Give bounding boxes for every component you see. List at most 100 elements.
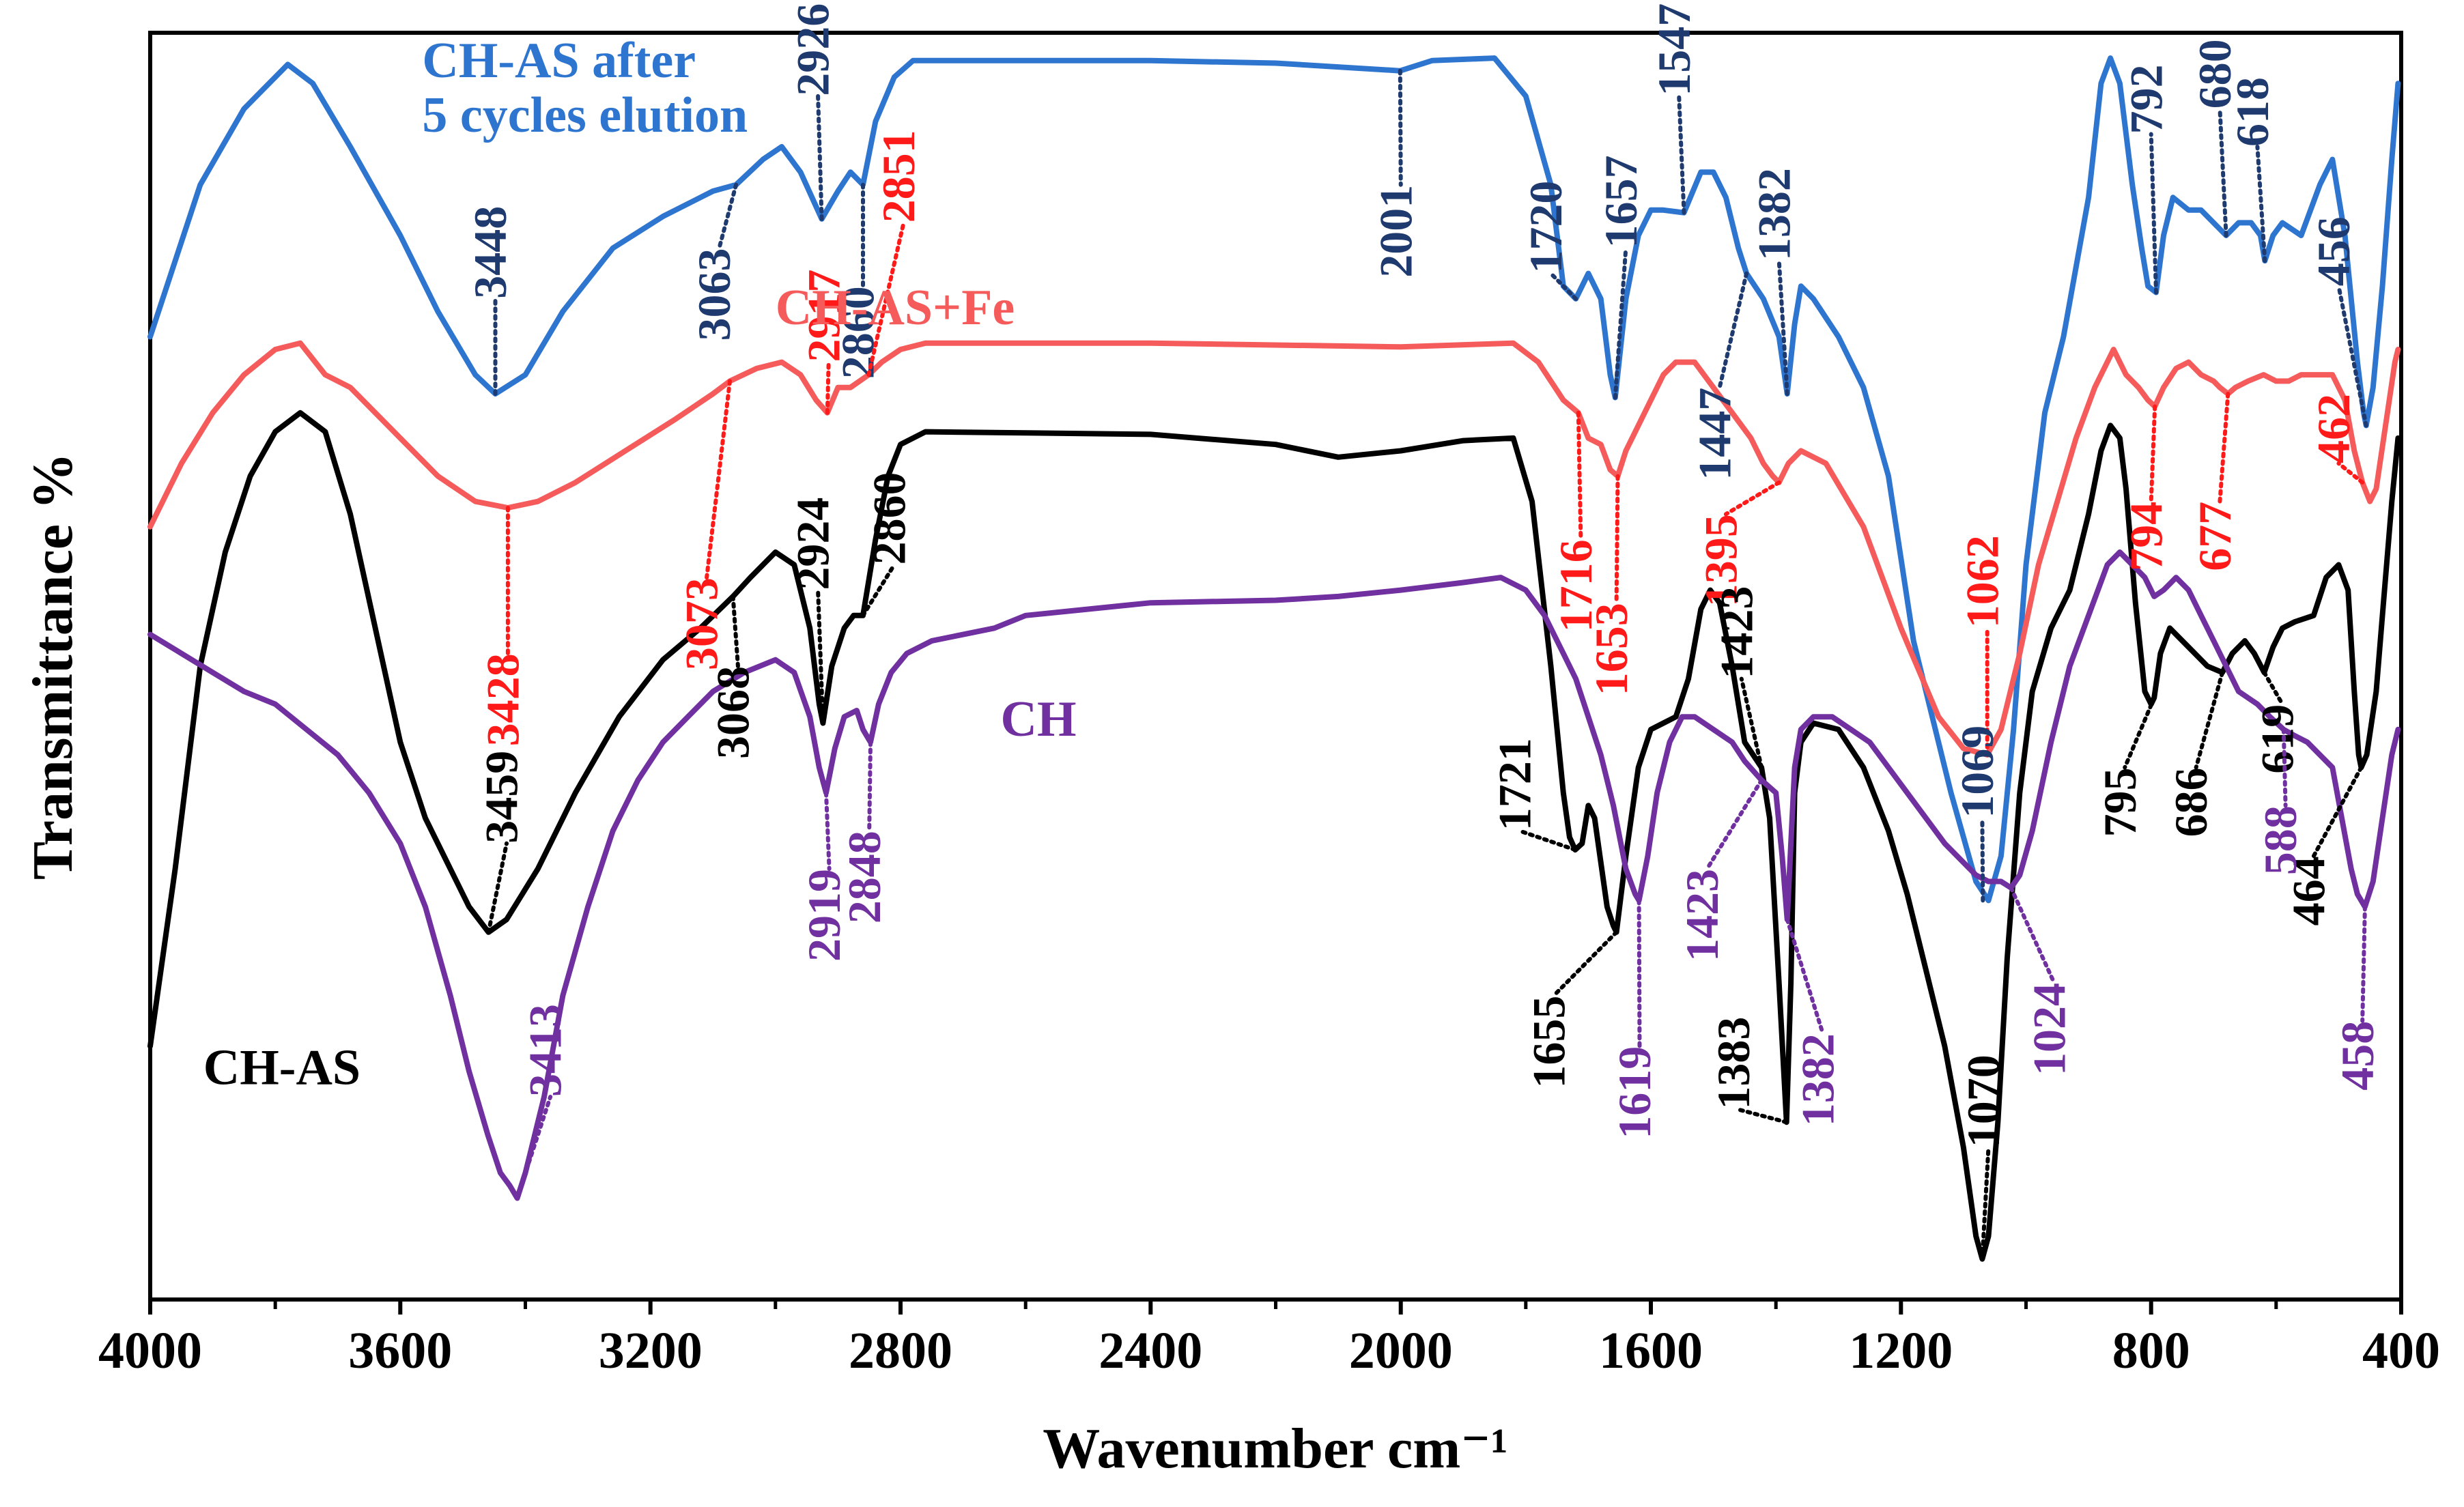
peak-label-456: 456 bbox=[2308, 216, 2360, 286]
x-tick-label-4000: 4000 bbox=[98, 1322, 202, 1379]
x-tick-label-2800: 2800 bbox=[849, 1322, 952, 1379]
peak-label-618: 618 bbox=[2226, 77, 2278, 147]
peak-label-1070: 1070 bbox=[1957, 1054, 2009, 1147]
peak-leader-3063 bbox=[717, 182, 739, 250]
x-tick-label-1600: 1600 bbox=[1599, 1322, 1703, 1379]
peak-leader-2001 bbox=[1398, 68, 1403, 187]
peak-leader-1423 bbox=[1739, 676, 1764, 770]
peak-leader-2848 bbox=[867, 740, 873, 833]
peak-label-1657: 1657 bbox=[1595, 156, 1647, 248]
annotation-layer: 3448 3063 2926 2860 2001 1720 1657 1547 1447 1382… bbox=[464, 3, 2383, 1261]
peak-label-792: 792 bbox=[2120, 65, 2172, 134]
x-axis-title: Wavenumber cm⁻¹ bbox=[1043, 1417, 1508, 1480]
series-label-ch: CH bbox=[1001, 691, 1077, 747]
peak-label-3448: 3448 bbox=[464, 206, 516, 299]
peak-label-2919: 2919 bbox=[798, 869, 850, 962]
series-line-ch-as-fe bbox=[147, 340, 2401, 758]
peak-label-1716: 1716 bbox=[1550, 539, 1602, 632]
peak-leader-2917 bbox=[825, 360, 831, 415]
peak-label-1062: 1062 bbox=[1956, 535, 2008, 628]
peak-leader-686 bbox=[2194, 670, 2225, 770]
peak-label-1024: 1024 bbox=[2023, 983, 2075, 1076]
peak-label-1619: 1619 bbox=[1609, 1046, 1660, 1139]
peak-leader-1069 bbox=[1980, 816, 1985, 903]
peak-label-1395: 1395 bbox=[1695, 514, 1747, 607]
peak-label-2926: 2926 bbox=[787, 3, 839, 96]
peak-label-686: 686 bbox=[2165, 768, 2217, 837]
peak-leader-3413 bbox=[515, 1095, 553, 1201]
peak-label-3413: 3413 bbox=[520, 1004, 571, 1097]
peak-leader-464 bbox=[2311, 765, 2364, 859]
peak-label-2848: 2848 bbox=[838, 831, 890, 923]
peak-label-794: 794 bbox=[2120, 502, 2172, 571]
peak-label-1382: 1382 bbox=[1792, 1033, 1844, 1126]
peak-leader-3073 bbox=[705, 379, 732, 580]
peak-leader-619 bbox=[2262, 670, 2284, 706]
series-label-ch-as-after-5-cycles-elution-line-1: CH-AS after bbox=[422, 33, 696, 89]
peak-leader-3068 bbox=[731, 594, 740, 668]
peak-label-3063: 3063 bbox=[688, 248, 740, 341]
peak-label-1447: 1447 bbox=[1688, 388, 1740, 480]
peak-label-680: 680 bbox=[2189, 39, 2241, 109]
peak-leader-1395 bbox=[1723, 480, 1781, 517]
peak-leader-1547 bbox=[1677, 94, 1686, 215]
peak-label-1655: 1655 bbox=[1523, 996, 1575, 1089]
peak-leader-2860 bbox=[861, 562, 896, 618]
peak-leader-462 bbox=[2336, 461, 2365, 485]
peak-leader-1070 bbox=[1980, 1145, 1991, 1261]
peak-label-1720: 1720 bbox=[1520, 181, 1572, 274]
series-label-ch-as: CH-AS bbox=[203, 1040, 360, 1096]
peak-label-3428: 3428 bbox=[477, 653, 529, 746]
peak-label-2860: 2860 bbox=[832, 286, 884, 379]
peak-leader-1655 bbox=[1552, 930, 1619, 998]
peak-leader-2926 bbox=[816, 94, 824, 221]
peak-label-619: 619 bbox=[2252, 704, 2304, 774]
peak-leader-3459 bbox=[486, 841, 509, 934]
peak-leader-2919 bbox=[824, 790, 832, 871]
peak-label-1383: 1383 bbox=[1708, 1017, 1759, 1110]
peak-label-1547: 1547 bbox=[1648, 3, 1700, 96]
peak-label-1721: 1721 bbox=[1488, 738, 1540, 831]
peak-label-795: 795 bbox=[2094, 768, 2146, 837]
series-label-ch-as-after-5-cycles-elution-line-2: 5 cycles elution bbox=[422, 87, 748, 143]
peak-leader-1721 bbox=[1517, 829, 1578, 852]
x-tick-label-3600: 3600 bbox=[348, 1322, 452, 1379]
peak-label-2001: 2001 bbox=[1370, 185, 1421, 278]
series-label-ch-as-fe: CH-AS+Fe bbox=[776, 280, 1015, 336]
x-tick-label-400: 400 bbox=[2362, 1322, 2440, 1379]
peak-leader-1447 bbox=[1717, 271, 1749, 390]
peak-label-3459: 3459 bbox=[476, 751, 528, 844]
peak-label-2924: 2924 bbox=[787, 498, 839, 590]
peak-leader-792 bbox=[2149, 132, 2158, 295]
peak-leader-2851 bbox=[866, 220, 906, 377]
x-tick-label-3200: 3200 bbox=[599, 1322, 703, 1379]
peak-leader-680 bbox=[2218, 106, 2228, 238]
peak-label-458: 458 bbox=[2332, 1021, 2383, 1091]
x-tick-label-800: 800 bbox=[2112, 1322, 2190, 1379]
peak-leader-1657 bbox=[1613, 246, 1628, 400]
peak-label-677: 677 bbox=[2189, 502, 2241, 571]
peak-label-3073: 3073 bbox=[676, 577, 728, 670]
peak-leader-794 bbox=[2149, 404, 2157, 504]
peak-label-588: 588 bbox=[2254, 805, 2306, 875]
x-tick-label-2000: 2000 bbox=[1349, 1322, 1453, 1379]
peak-label-2917: 2917 bbox=[797, 270, 849, 362]
peak-leader-1423 bbox=[1705, 778, 1764, 871]
peak-leader-2924 bbox=[816, 588, 825, 726]
peak-label-464: 464 bbox=[2282, 856, 2334, 925]
peak-leader-618 bbox=[2255, 145, 2267, 263]
y-axis-title: Transmittance % bbox=[21, 453, 85, 880]
peak-leader-1382 bbox=[1785, 917, 1825, 1036]
peak-label-3068: 3068 bbox=[707, 666, 759, 759]
peak-label-1423: 1423 bbox=[1710, 586, 1762, 679]
peak-label-462: 462 bbox=[2308, 394, 2360, 463]
peak-leader-456 bbox=[2336, 284, 2368, 428]
peak-leader-458 bbox=[2360, 904, 2367, 1023]
peak-leader-1382 bbox=[1776, 259, 1789, 396]
peak-label-2860: 2860 bbox=[863, 472, 915, 565]
peak-label-1653: 1653 bbox=[1585, 603, 1637, 695]
series-line-ch bbox=[147, 549, 2401, 1201]
peak-label-1069: 1069 bbox=[1951, 726, 2003, 818]
